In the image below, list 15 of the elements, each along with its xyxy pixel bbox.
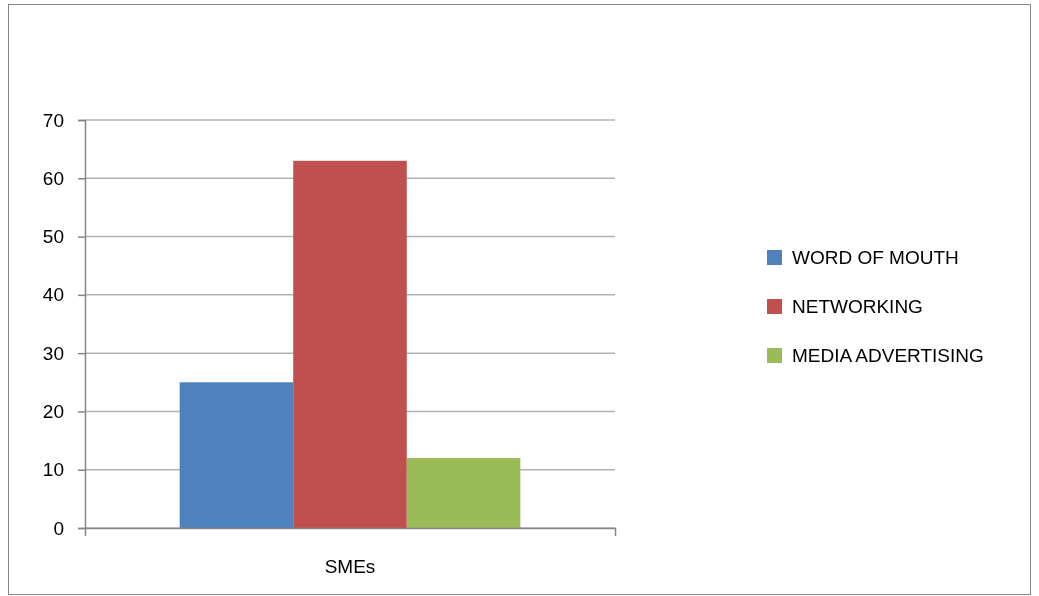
legend-label: NETWORKING — [792, 296, 923, 317]
y-tick-label: 0 — [53, 517, 64, 539]
y-tick-label: 60 — [42, 167, 64, 189]
legend-label: WORD OF MOUTH — [792, 247, 959, 268]
legend-label: MEDIA ADVERTISING — [792, 345, 984, 366]
bar — [406, 458, 521, 528]
y-tick-label: 70 — [42, 109, 64, 131]
x-tick-label: SMEs — [324, 556, 376, 578]
y-tick-label: 30 — [42, 342, 64, 364]
bar — [179, 382, 294, 528]
y-tick-label: 10 — [42, 459, 64, 481]
y-tick-label: 50 — [42, 226, 64, 248]
bar — [293, 160, 407, 528]
y-tick-label: 40 — [42, 284, 64, 306]
y-tick-label: 20 — [42, 401, 64, 423]
